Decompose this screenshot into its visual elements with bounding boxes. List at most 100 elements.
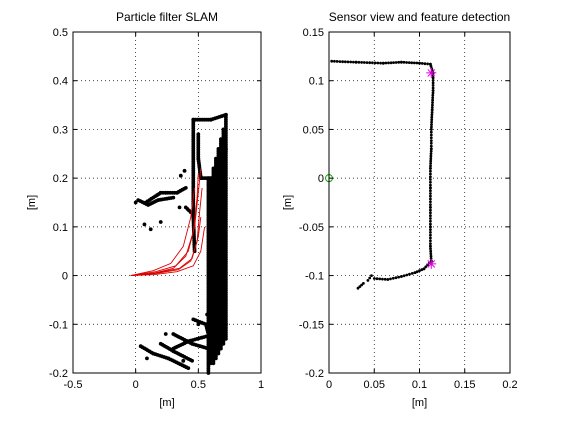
axes-frame	[72, 31, 262, 374]
y-tick-label: 0.5	[53, 27, 68, 39]
scan-point	[430, 106, 434, 109]
map-point	[133, 200, 138, 205]
map-point	[183, 186, 188, 190]
map-point	[196, 322, 201, 327]
x-tick-label: -0.5	[64, 379, 83, 391]
sensor-view-plot: 0 0.05 0.1 0.15 0.2 -0.2 -0.15 -0.1 -0.05 0 0.05 0.…	[282, 10, 518, 409]
scan-point	[338, 60, 342, 63]
y-tick-label: -0.15	[299, 319, 324, 331]
scan-point	[397, 275, 401, 279]
scan-point	[375, 277, 379, 281]
scan-point	[429, 217, 432, 220]
x-tick-label: 1	[258, 379, 264, 391]
scan-point	[389, 61, 393, 65]
map-point	[219, 346, 223, 351]
scan-point	[429, 162, 432, 165]
particle-trajectory	[130, 187, 196, 277]
scan-point	[343, 60, 347, 64]
scan-point	[360, 283, 363, 287]
scan-point	[346, 60, 350, 64]
scan-point	[429, 164, 432, 168]
scan-point	[430, 125, 433, 129]
scan-point	[420, 268, 424, 272]
scan-point	[431, 101, 434, 104]
scan-point	[379, 61, 382, 65]
map-point	[148, 227, 153, 232]
scan-point	[335, 60, 339, 63]
map-point	[186, 366, 191, 370]
map-point	[204, 334, 208, 339]
y-tick-label: -0.1	[305, 271, 324, 283]
scan-point	[431, 84, 435, 87]
scan-point	[410, 61, 414, 65]
scan-point	[429, 159, 433, 163]
scan-point	[429, 231, 432, 234]
chart-title: Particle filter SLAM	[116, 10, 218, 24]
scan-point	[429, 197, 432, 201]
scan-point	[424, 265, 428, 269]
scan-point	[394, 276, 398, 280]
scan-point	[387, 61, 390, 65]
map-point	[216, 351, 221, 356]
scan-point	[429, 62, 432, 66]
map-point	[188, 210, 193, 215]
y-tick-label: 0	[62, 271, 68, 283]
scan-point	[429, 233, 432, 237]
map-point	[171, 195, 176, 200]
particle-trajectory	[130, 226, 206, 277]
map-point	[224, 322, 228, 327]
x-tick-label: 0.2	[502, 379, 517, 391]
scan-point	[386, 278, 390, 281]
scan-point	[423, 62, 427, 66]
map-point	[158, 220, 163, 224]
scan-point	[413, 271, 417, 274]
x-tick-label: 0	[133, 379, 139, 391]
scan-point	[418, 61, 421, 65]
scan-point	[429, 254, 433, 258]
scan-point	[429, 219, 432, 223]
scan-point	[431, 76, 435, 80]
scan-point	[431, 96, 435, 100]
scan-point	[431, 91, 435, 95]
scan-point	[429, 211, 432, 215]
chart-title: Sensor view and feature detection	[329, 10, 510, 24]
scan-point	[429, 144, 433, 148]
scan-point	[429, 239, 432, 243]
scan-point	[429, 183, 432, 187]
y-tick-label: -0.1	[49, 319, 68, 331]
scan-point	[373, 61, 377, 65]
scan-point	[431, 79, 435, 82]
feature-marker	[426, 67, 437, 78]
scan-point	[383, 277, 387, 281]
scan-point	[429, 192, 432, 195]
map-point	[177, 205, 182, 210]
y-tick-label: 0.1	[53, 222, 68, 234]
scan-point	[431, 89, 435, 92]
scan-point	[430, 113, 434, 117]
scan-point	[370, 274, 373, 277]
y-axis-label: [m]	[26, 195, 38, 210]
scan-point	[431, 93, 435, 97]
map-point	[206, 332, 211, 336]
scan-point	[405, 273, 409, 277]
map-point	[206, 346, 211, 351]
map-point	[181, 358, 186, 363]
scan-point	[384, 61, 388, 65]
scan-point	[429, 208, 432, 212]
y-tick-label: 0.1	[309, 76, 324, 88]
y-tick-label: -0.2	[49, 368, 68, 380]
scan-point	[358, 285, 362, 288]
scan-point	[429, 172, 432, 176]
scan-point	[389, 277, 392, 281]
x-tick-label: 0.05	[364, 379, 385, 391]
scan-point	[429, 257, 433, 260]
scan-point	[391, 276, 395, 280]
map-point	[182, 168, 187, 173]
y-tick-label: 0.4	[53, 76, 68, 88]
scan-point	[356, 286, 360, 290]
scan-point	[429, 130, 433, 134]
scan-point	[330, 59, 334, 63]
scan-point	[365, 61, 369, 64]
scan-point	[429, 157, 433, 161]
scan-point	[400, 60, 403, 64]
